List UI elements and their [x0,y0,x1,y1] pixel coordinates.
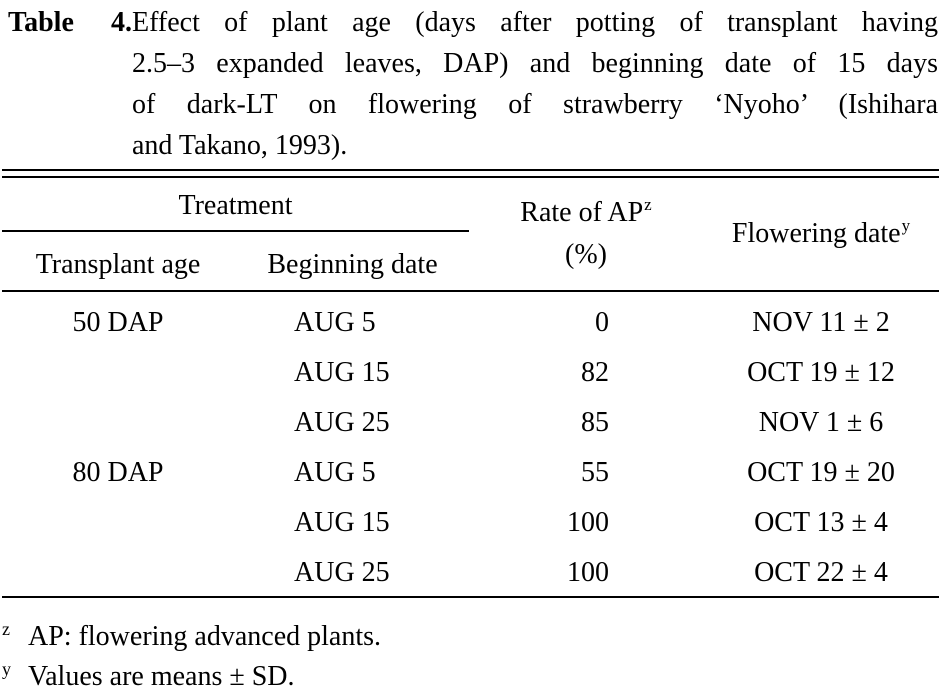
rate-cell: 0 [595,307,609,338]
header-flowering-date-label: Flowering date [731,218,901,249]
beginning-date-cell: AUG 25 [294,557,390,588]
header-flowering-footnote-mark: y [901,216,911,235]
beginning-date-cell: AUG 15 [294,507,390,538]
caption-line-2: 2.5–3 expanded leaves, DAP) and beginnin… [8,43,938,84]
header-rule [2,290,939,292]
treatment-underline [2,230,469,232]
header-beginning-date: Beginning date [267,249,438,280]
caption-line-4: and Takano, 1993). [8,125,938,166]
caption-line-3: of dark-LT on flowering of strawberry ‘N… [8,84,938,125]
rate-cell: 85 [581,407,609,438]
beginning-date-cell: AUG 25 [294,407,390,438]
flowering-date-cell: OCT 19 ± 20 [747,457,895,488]
transplant-age-cell: 80 DAP [72,457,164,488]
beginning-date-cell: AUG 15 [294,357,390,388]
footnote-y-text: Values are means ± SD. [28,661,295,692]
beginning-date-cell: AUG 5 [294,457,376,488]
header-rate-of-ap-label: Rate of AP [520,197,644,228]
table-label: Table 4. [8,7,132,38]
bottom-rule [2,596,939,598]
caption-line-1: Table 4.Effect of plant age (days after … [8,2,938,43]
footnote-z-text: AP: flowering advanced plants. [28,621,382,652]
beginning-date-cell: AUG 5 [294,307,376,338]
header-treatment: Treatment [178,190,293,221]
header-rate-of-ap: Rate of APz [469,195,703,233]
flowering-date-cell: OCT 22 ± 4 [754,557,888,588]
footnote-y: y Values are means ± SD. [2,659,295,696]
header-rate-unit: (%) [565,239,607,270]
caption-text-2: 2.5–3 expanded leaves, DAP) and beginnin… [132,48,938,79]
flowering-date-cell: OCT 13 ± 4 [754,507,888,538]
flowering-date-cell: OCT 19 ± 12 [747,357,895,388]
footnote-z: z AP: flowering advanced plants. [2,619,382,656]
rate-cell: 100 [567,507,609,538]
caption-text-3: of dark-LT on flowering of strawberry ‘N… [132,89,938,120]
transplant-age-cell: 50 DAP [72,307,164,338]
rate-cell: 55 [581,457,609,488]
flowering-date-cell: NOV 1 ± 6 [758,407,884,438]
flowering-date-cell: NOV 11 ± 2 [752,307,890,338]
rate-cell: 82 [581,357,609,388]
header-rate-footnote-mark: z [644,195,652,214]
header-transplant-age: Transplant age [35,249,201,280]
caption-text-4: and Takano, 1993). [132,130,348,161]
footnote-z-mark: z [2,619,10,639]
caption-text-1: Effect of plant age (days after potting … [132,7,938,38]
header-flowering-date: Flowering datey [703,216,939,254]
top-rule-lower [2,176,939,178]
footnote-y-mark: y [2,659,11,679]
top-rule-upper [2,169,939,171]
rate-cell: 100 [567,557,609,588]
table-caption: Table 4.Effect of plant age (days after … [8,2,938,166]
